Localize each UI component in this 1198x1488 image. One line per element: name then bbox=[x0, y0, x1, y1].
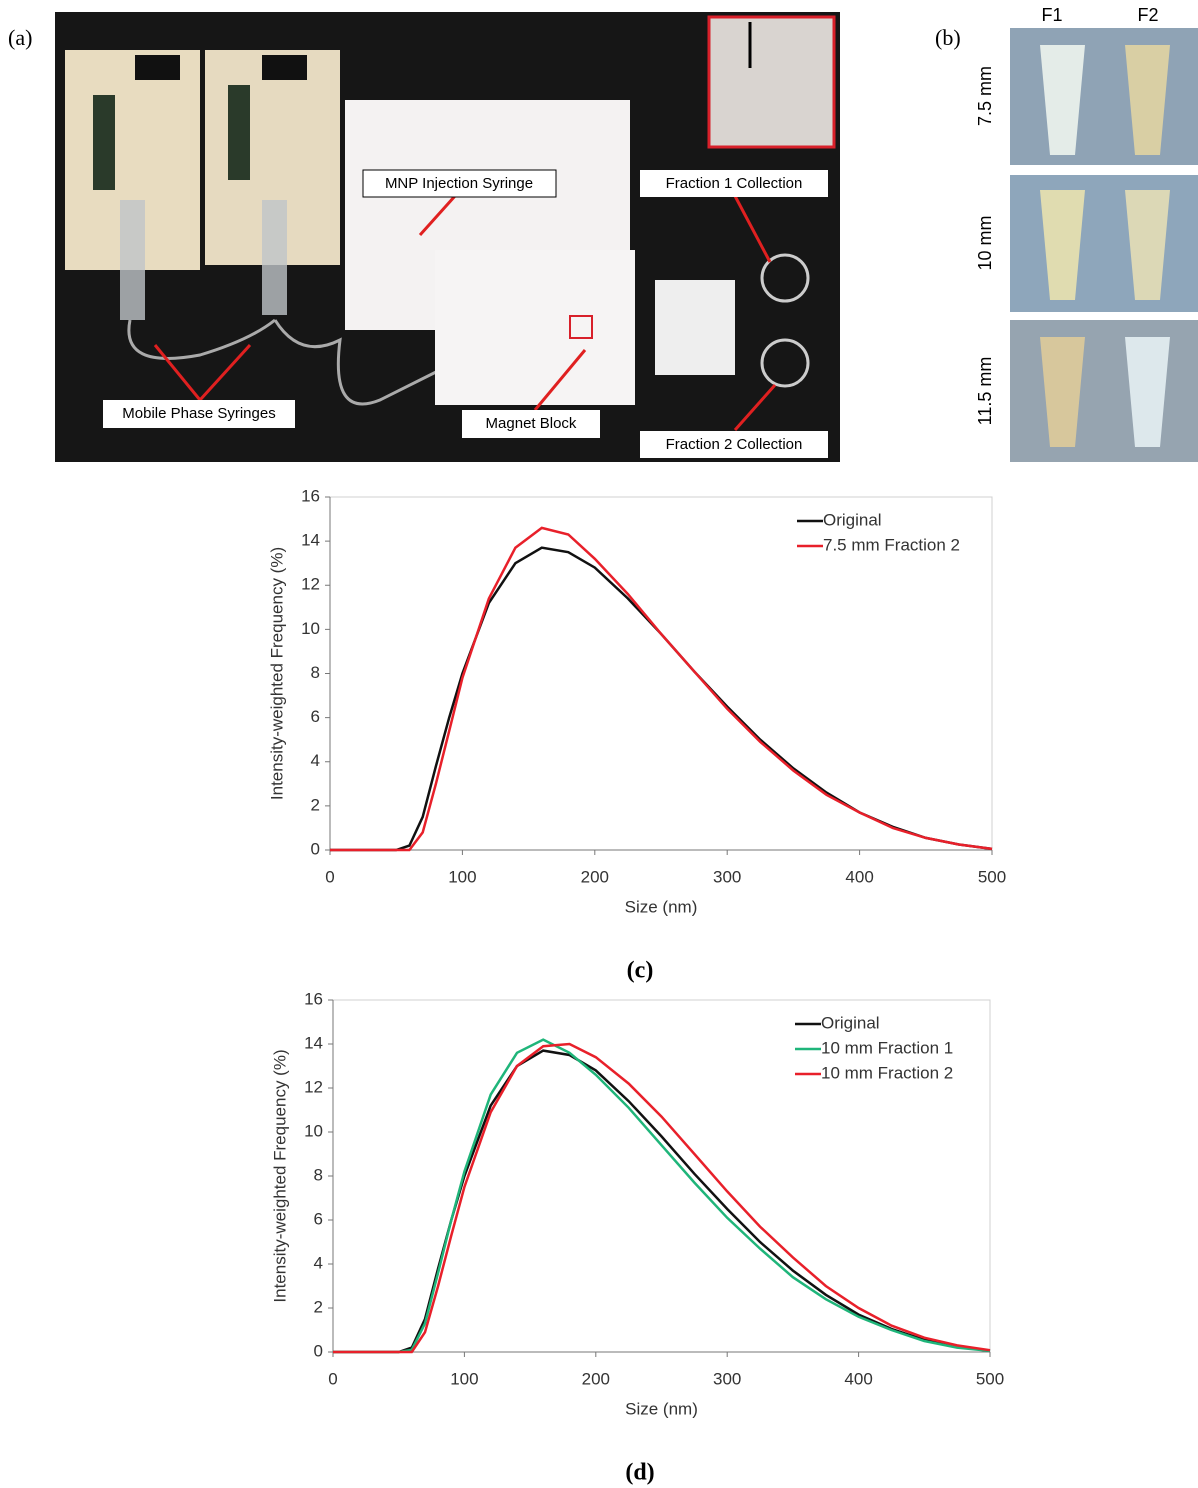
row-label: 11.5 mm bbox=[975, 357, 995, 426]
y-tick-label: 2 bbox=[311, 795, 320, 814]
x-tick-label: 100 bbox=[448, 867, 476, 886]
y-tick-label: 6 bbox=[311, 707, 320, 726]
y-tick-label: 8 bbox=[311, 663, 320, 682]
x-tick-label: 300 bbox=[713, 1369, 741, 1388]
panel-label: (a) bbox=[8, 25, 32, 50]
y-axis-label: Intensity-weighted Frequency (%) bbox=[267, 547, 286, 800]
y-tick-label: 2 bbox=[314, 1297, 323, 1316]
x-tick-label: 0 bbox=[325, 867, 334, 886]
x-tick-label: 100 bbox=[450, 1369, 478, 1388]
caption: (c) bbox=[627, 958, 654, 984]
y-tick-label: 16 bbox=[301, 486, 320, 505]
row-label: 10 mm bbox=[975, 215, 995, 270]
x-axis-label: Size (nm) bbox=[625, 897, 698, 916]
x-tick-label: 500 bbox=[978, 867, 1006, 886]
photo-setup bbox=[55, 12, 840, 462]
y-tick-label: 14 bbox=[301, 531, 320, 550]
column-label: F2 bbox=[1137, 5, 1158, 25]
x-tick-label: 200 bbox=[582, 1369, 610, 1388]
callout: Fraction 1 Collection bbox=[666, 175, 803, 192]
y-tick-label: 6 bbox=[314, 1209, 323, 1228]
x-axis-label: Size (nm) bbox=[625, 1399, 698, 1418]
y-axis-label: Intensity-weighted Frequency (%) bbox=[270, 1049, 289, 1302]
panel-label: (b) bbox=[935, 25, 961, 50]
y-tick-label: 4 bbox=[311, 751, 320, 770]
callout: Fraction 2 Collection bbox=[666, 436, 803, 453]
y-tick-label: 8 bbox=[314, 1165, 323, 1184]
legend-label: 7.5 mm Fraction 2 bbox=[823, 535, 960, 554]
y-tick-label: 12 bbox=[304, 1077, 323, 1096]
photo-tubes bbox=[1010, 28, 1198, 462]
column-label: F1 bbox=[1041, 5, 1062, 25]
x-tick-label: 400 bbox=[844, 1369, 872, 1388]
legend-label: Original bbox=[821, 1013, 880, 1032]
series-line bbox=[333, 1038, 991, 1354]
y-tick-label: 4 bbox=[314, 1253, 323, 1272]
y-tick-label: 0 bbox=[311, 839, 320, 858]
x-tick-label: 400 bbox=[845, 867, 873, 886]
x-tick-label: 500 bbox=[976, 1369, 1004, 1388]
row-label: 7.5 mm bbox=[975, 66, 995, 126]
callout: MNP Injection Syringe bbox=[385, 175, 533, 192]
y-tick-label: 12 bbox=[301, 575, 320, 594]
series-line bbox=[330, 526, 993, 852]
legend-label: 10 mm Fraction 1 bbox=[821, 1038, 953, 1057]
x-tick-label: 0 bbox=[328, 1369, 337, 1388]
callout: Mobile Phase Syringes bbox=[122, 405, 275, 422]
y-tick-label: 16 bbox=[304, 989, 323, 1008]
callout: Magnet Block bbox=[486, 415, 577, 432]
caption: (d) bbox=[625, 1460, 654, 1486]
legend-label: Original bbox=[823, 510, 882, 529]
y-tick-label: 10 bbox=[301, 619, 320, 638]
x-tick-label: 200 bbox=[581, 867, 609, 886]
legend-label: 10 mm Fraction 2 bbox=[821, 1063, 953, 1082]
series-line bbox=[333, 1042, 991, 1354]
y-tick-label: 0 bbox=[314, 1341, 323, 1360]
x-tick-label: 300 bbox=[713, 867, 741, 886]
y-tick-label: 10 bbox=[304, 1121, 323, 1140]
y-tick-label: 14 bbox=[304, 1033, 323, 1052]
